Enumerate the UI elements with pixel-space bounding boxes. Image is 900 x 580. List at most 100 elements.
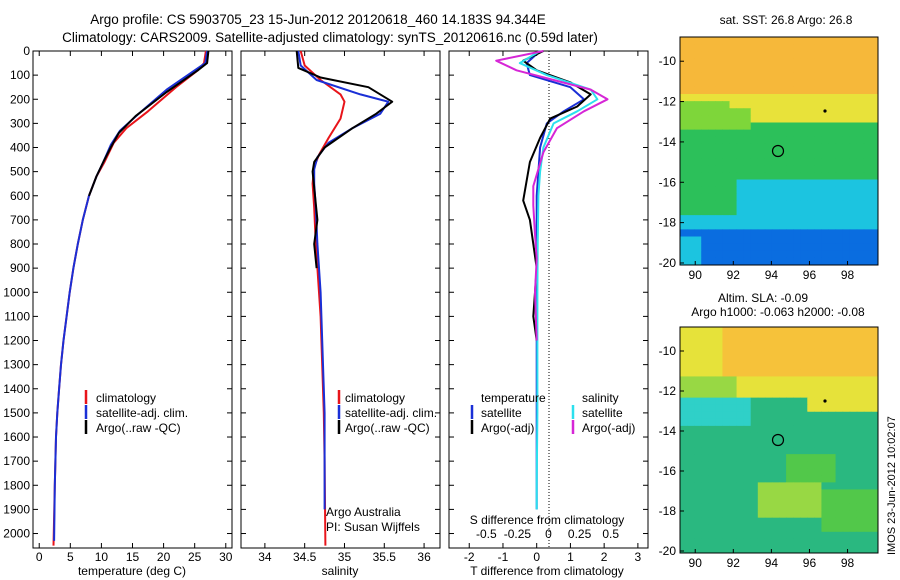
sst-cell xyxy=(786,158,794,166)
sst-cell xyxy=(729,86,738,95)
sla-cell xyxy=(828,468,837,476)
sst-cell xyxy=(701,58,709,67)
sst-cell xyxy=(743,236,752,245)
sla-cell xyxy=(708,531,716,540)
sst-ytick-label: -14 xyxy=(659,135,677,149)
sla-cell xyxy=(687,517,695,526)
sla-cell xyxy=(800,425,808,434)
sst-cell xyxy=(793,158,801,166)
temperature-legend-satellite: satellite-adj. clim. xyxy=(96,406,188,420)
sst-cell xyxy=(736,65,745,74)
sla-cell xyxy=(856,397,865,406)
sst-cell xyxy=(694,44,702,52)
sla-cell xyxy=(757,447,766,455)
sla-cell xyxy=(842,411,851,420)
sst-cell xyxy=(870,129,879,138)
sst-cell xyxy=(828,172,837,181)
sst-cell xyxy=(694,94,702,102)
sst-cell xyxy=(764,200,773,209)
sla-cell xyxy=(771,524,780,533)
sla-cell xyxy=(793,461,801,469)
sla-cell xyxy=(863,531,872,540)
sst-cell xyxy=(736,79,745,88)
sst-cell xyxy=(743,58,752,67)
sla-cell xyxy=(835,404,844,413)
sla-cell xyxy=(687,404,695,413)
sst-cell xyxy=(856,58,865,67)
sla-cell xyxy=(779,404,787,413)
sla-cell xyxy=(849,468,858,476)
sst-cell xyxy=(708,44,716,52)
sla-cell xyxy=(694,390,702,399)
sst-cell xyxy=(764,243,773,252)
sst-cell xyxy=(849,79,858,88)
sst-xtick-label: 90 xyxy=(689,268,703,282)
sla-cell xyxy=(736,397,745,406)
sst-cell xyxy=(800,243,808,252)
sst-cell xyxy=(863,44,872,52)
sla-cell xyxy=(835,510,844,519)
sst-cell xyxy=(863,172,872,181)
sst-cell xyxy=(842,200,851,209)
sla-cell xyxy=(743,461,752,469)
sst-cell xyxy=(842,250,851,259)
sla-cell xyxy=(771,369,780,377)
sst-cell xyxy=(729,136,738,145)
sla-cell xyxy=(708,496,716,505)
sst-cell xyxy=(793,151,801,159)
sst-cell xyxy=(793,115,801,124)
sla-cell xyxy=(828,510,837,519)
sla-cell xyxy=(807,531,815,540)
sla-cell xyxy=(701,510,709,519)
sla-cell xyxy=(701,348,709,356)
sla-cell xyxy=(736,517,745,526)
sst-ytick-label: -12 xyxy=(659,95,677,109)
sla-cell xyxy=(736,341,745,349)
sst-cell xyxy=(870,208,879,216)
sla-cell xyxy=(736,440,745,448)
sst-cell xyxy=(842,44,851,52)
sst-cell xyxy=(863,79,872,88)
sla-cell xyxy=(764,432,773,441)
depth-tick-label: 600 xyxy=(10,189,30,203)
sla-cell xyxy=(750,447,759,455)
sst-cell xyxy=(849,151,858,159)
sla-cell xyxy=(793,362,801,370)
sst-cell xyxy=(849,58,858,67)
sst-cell xyxy=(687,44,695,52)
sst-cell xyxy=(800,151,808,159)
difference-legend-sal-argo: Argo(-adj) xyxy=(582,421,635,435)
sla-cell xyxy=(863,461,872,469)
sla-cell xyxy=(743,482,752,490)
sla-cell xyxy=(771,432,780,441)
sst-ytick-label: -18 xyxy=(659,216,677,230)
sla-cell xyxy=(722,397,730,406)
sst-cell xyxy=(701,136,709,145)
sst-cell xyxy=(821,208,829,216)
sla-cell xyxy=(856,538,865,547)
sst-cell xyxy=(870,37,879,45)
depth-tick-label: 1500 xyxy=(3,406,30,420)
sst-cell xyxy=(779,215,787,223)
sst-cell xyxy=(729,236,738,245)
sst-cell xyxy=(680,86,688,95)
sst-cell xyxy=(687,101,695,109)
sla-cell xyxy=(764,489,773,497)
sst-cell xyxy=(729,37,738,45)
sst-cell xyxy=(863,51,872,59)
sla-cell xyxy=(786,327,794,335)
sst-cell xyxy=(821,158,829,166)
sla-cell xyxy=(708,461,716,469)
sst-cell xyxy=(750,229,759,238)
sla-cell xyxy=(743,411,752,420)
sla-cell xyxy=(757,369,766,377)
sla-cell xyxy=(736,475,745,483)
sst-cell xyxy=(870,151,879,159)
sst-cell xyxy=(863,257,872,266)
sst-cell xyxy=(729,158,738,166)
sst-cell xyxy=(835,115,844,124)
sst-cell xyxy=(863,208,872,216)
sla-cell xyxy=(771,397,780,406)
sla-cell xyxy=(715,418,723,427)
sla-cell xyxy=(708,510,716,519)
